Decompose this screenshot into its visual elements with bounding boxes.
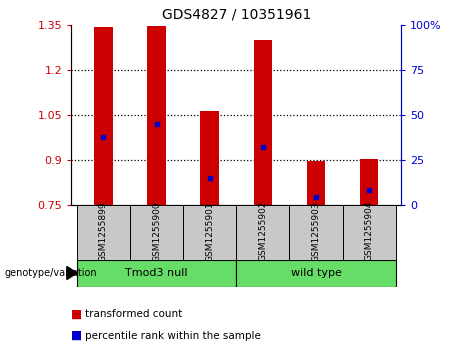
- Polygon shape: [67, 266, 77, 280]
- Text: ■: ■: [71, 307, 83, 321]
- Bar: [77, 205, 130, 260]
- Bar: [290, 205, 343, 260]
- Text: genotype/variation: genotype/variation: [5, 268, 97, 278]
- Bar: [183, 205, 236, 260]
- Text: ■: ■: [71, 329, 83, 342]
- Bar: [307, 161, 325, 205]
- Bar: [236, 205, 290, 260]
- Bar: [360, 159, 378, 205]
- Bar: [147, 26, 166, 205]
- Bar: [94, 27, 112, 205]
- Text: wild type: wild type: [290, 268, 342, 278]
- Bar: [236, 260, 396, 287]
- Text: transformed count: transformed count: [85, 309, 183, 319]
- Text: GSM1255903: GSM1255903: [312, 201, 320, 262]
- Text: GSM1255902: GSM1255902: [258, 201, 267, 261]
- Bar: [77, 260, 236, 287]
- Bar: [343, 205, 396, 260]
- Text: percentile rank within the sample: percentile rank within the sample: [85, 331, 261, 341]
- Bar: [254, 40, 272, 205]
- Text: GSM1255900: GSM1255900: [152, 201, 161, 262]
- Bar: [130, 205, 183, 260]
- Title: GDS4827 / 10351961: GDS4827 / 10351961: [161, 8, 311, 21]
- Text: GSM1255901: GSM1255901: [205, 201, 214, 262]
- Text: Tmod3 null: Tmod3 null: [125, 268, 188, 278]
- Text: GSM1255899: GSM1255899: [99, 201, 108, 262]
- Text: GSM1255904: GSM1255904: [365, 201, 374, 261]
- Bar: [201, 111, 219, 205]
